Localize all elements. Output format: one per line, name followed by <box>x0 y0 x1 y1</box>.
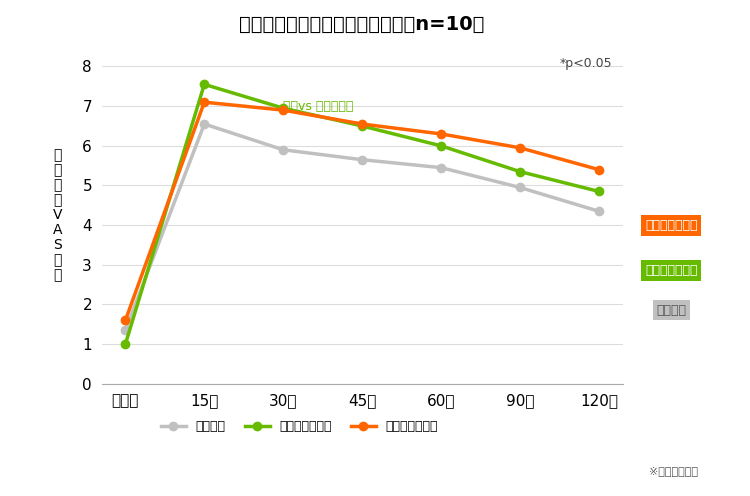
Title: 食事法の違いによる満腹感推移（n=10）: 食事法の違いによる満腹感推移（n=10） <box>239 15 484 34</box>
ベジファースト <box>279 105 288 111</box>
大豆ファースト <box>358 121 367 127</box>
大豆ファースト <box>121 317 130 323</box>
ベジファースト <box>200 81 208 87</box>
Line: ベジファースト: ベジファースト <box>122 80 603 348</box>
Text: ノーマル: ノーマル <box>656 304 686 316</box>
Y-axis label: 満
腹
感
（
V
A
S
値
）: 満 腹 感 （ V A S 値 ） <box>53 148 62 283</box>
Text: *p<0.05: *p<0.05 <box>560 57 612 70</box>
大豆ファースト <box>515 145 524 151</box>
ベジファースト <box>358 123 367 129</box>
大豆ファースト <box>279 107 288 113</box>
ノーマル <box>121 327 130 333</box>
Line: ノーマル: ノーマル <box>122 120 603 334</box>
ベジファースト <box>121 341 130 347</box>
Text: 大豆ファースト: 大豆ファースト <box>645 219 698 232</box>
ノーマル <box>200 121 208 127</box>
ノーマル <box>594 208 603 214</box>
ノーマル <box>279 147 288 153</box>
大豆ファースト <box>200 99 208 105</box>
大豆ファースト <box>594 167 603 173</box>
Text: ＊（vs ノーマル）: ＊（vs ノーマル） <box>284 100 353 113</box>
Text: ベジファースト: ベジファースト <box>645 264 698 277</box>
Legend: ノーマル, ベジファースト, 大豆ファースト: ノーマル, ベジファースト, 大豆ファースト <box>156 415 443 438</box>
ベジファースト <box>436 143 445 149</box>
ノーマル <box>358 157 367 163</box>
ベジファースト <box>594 188 603 194</box>
ベジファースト <box>515 169 524 175</box>
大豆ファースト <box>436 131 445 137</box>
Line: 大豆ファースト: 大豆ファースト <box>122 98 603 324</box>
ノーマル <box>515 185 524 190</box>
Text: ※フジッコ調べ: ※フジッコ調べ <box>649 466 698 476</box>
ノーマル <box>436 165 445 171</box>
